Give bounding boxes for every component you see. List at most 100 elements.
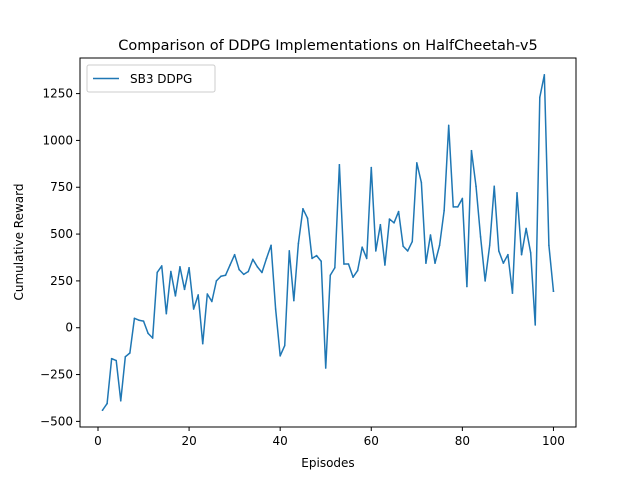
data-point bbox=[416, 162, 418, 164]
plot-frame bbox=[79, 57, 577, 428]
data-point bbox=[347, 263, 350, 265]
data-point bbox=[224, 274, 227, 277]
data-point bbox=[397, 210, 400, 213]
data-point bbox=[393, 222, 395, 224]
data-point bbox=[302, 207, 304, 210]
data-point bbox=[142, 320, 145, 322]
data-point bbox=[375, 250, 377, 252]
data-point bbox=[411, 240, 414, 243]
data-point bbox=[129, 352, 131, 354]
data-point bbox=[252, 258, 254, 261]
data-point bbox=[529, 252, 532, 254]
data-point bbox=[443, 209, 445, 212]
data-point bbox=[406, 250, 409, 252]
chart-title: Comparison of DDPG Implementations on Ha… bbox=[118, 38, 537, 54]
data-point bbox=[379, 223, 382, 226]
x-tick-label: 40 bbox=[273, 434, 288, 448]
data-point bbox=[170, 270, 172, 273]
data-point bbox=[420, 181, 423, 184]
data-point bbox=[429, 234, 432, 236]
data-point bbox=[183, 288, 186, 291]
data-point bbox=[425, 262, 427, 264]
data-point bbox=[516, 192, 518, 194]
x-tick-label: 20 bbox=[181, 434, 196, 448]
data-point bbox=[370, 166, 373, 169]
data-point bbox=[511, 292, 514, 294]
data-point bbox=[548, 244, 550, 247]
data-point bbox=[311, 257, 313, 260]
legend-box bbox=[86, 64, 216, 93]
data-point bbox=[211, 300, 213, 303]
data-point bbox=[475, 185, 477, 188]
data-point bbox=[320, 260, 322, 263]
data-point bbox=[365, 257, 368, 260]
data-point bbox=[315, 254, 318, 257]
data-point bbox=[206, 293, 209, 295]
data-point bbox=[247, 270, 250, 273]
x-tick-label: 100 bbox=[542, 434, 565, 448]
legend-label: SB3 DDPG bbox=[130, 72, 192, 86]
data-point bbox=[470, 149, 473, 152]
data-point bbox=[220, 275, 222, 278]
y-tick-label: 1000 bbox=[42, 133, 73, 147]
data-point bbox=[334, 266, 336, 269]
data-point bbox=[115, 359, 118, 362]
data-point bbox=[329, 274, 332, 277]
data-point bbox=[388, 218, 391, 220]
data-point bbox=[188, 266, 190, 269]
data-point bbox=[479, 236, 482, 238]
data-point bbox=[324, 367, 327, 369]
data-point bbox=[452, 206, 455, 208]
data-point bbox=[197, 294, 199, 296]
x-tick-label: 0 bbox=[94, 434, 102, 448]
y-tick-label: 500 bbox=[50, 227, 73, 241]
y-axis-label: Cumulative Reward bbox=[12, 184, 26, 301]
data-point bbox=[484, 280, 486, 282]
data-point bbox=[297, 242, 300, 245]
data-point bbox=[138, 319, 140, 322]
data-point bbox=[256, 266, 259, 268]
data-point bbox=[274, 308, 277, 310]
data-point bbox=[338, 163, 341, 166]
data-point bbox=[215, 280, 218, 282]
data-point bbox=[488, 244, 491, 247]
data-point bbox=[160, 265, 163, 267]
data-point bbox=[525, 227, 527, 230]
data-point bbox=[242, 273, 245, 276]
data-point bbox=[110, 357, 113, 360]
data-point bbox=[261, 271, 263, 274]
data-point bbox=[538, 96, 541, 99]
data-point bbox=[534, 324, 537, 326]
data-point bbox=[293, 299, 295, 302]
y-tick-label: 1250 bbox=[42, 87, 73, 101]
tick-layer: 0 20 40 60 80 100 −500 −250 0 250 500 750 1000 1250 bbox=[40, 87, 565, 448]
data-point bbox=[461, 197, 464, 200]
data-point bbox=[288, 250, 291, 252]
data-point bbox=[279, 355, 281, 357]
data-point bbox=[179, 266, 181, 268]
data-point bbox=[502, 262, 505, 264]
plot-layer bbox=[101, 74, 555, 412]
data-point bbox=[124, 355, 127, 358]
data-point bbox=[552, 290, 555, 293]
data-point bbox=[156, 271, 158, 274]
x-tick-label: 60 bbox=[364, 434, 379, 448]
data-point bbox=[174, 295, 177, 297]
data-point bbox=[352, 276, 354, 278]
data-point bbox=[402, 245, 404, 248]
data-point bbox=[101, 409, 104, 411]
data-point bbox=[507, 253, 509, 256]
x-tick-label: 80 bbox=[455, 434, 470, 448]
data-point bbox=[384, 264, 386, 266]
data-point bbox=[119, 399, 122, 402]
data-point bbox=[543, 74, 546, 76]
y-tick-label: 750 bbox=[50, 180, 73, 194]
data-point bbox=[447, 124, 450, 127]
data-point bbox=[520, 253, 523, 256]
y-tick-label: −500 bbox=[40, 414, 73, 428]
data-point bbox=[356, 269, 359, 272]
x-axis-label: Episodes bbox=[301, 456, 354, 470]
data-point bbox=[238, 268, 240, 271]
data-point bbox=[466, 285, 468, 288]
